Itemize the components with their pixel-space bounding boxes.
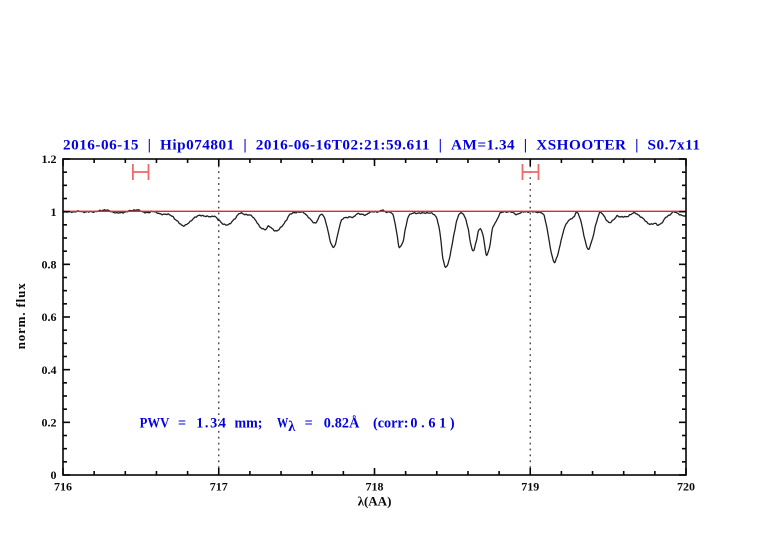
- svg-text:W: W: [277, 416, 288, 432]
- svg-text:720: 720: [677, 480, 695, 494]
- svg-text:0.82Å: 0.82Å: [324, 416, 360, 432]
- svg-text:1.2: 1.2: [42, 152, 57, 166]
- svg-text:718: 718: [366, 480, 384, 494]
- svg-text:0.4: 0.4: [42, 363, 57, 377]
- svg-text:0.2: 0.2: [42, 416, 57, 430]
- svg-text:mm;: mm;: [235, 416, 263, 432]
- svg-text:1.34: 1.34: [196, 416, 226, 432]
- svg-text:0.6: 0.6: [42, 310, 57, 324]
- svg-text:0: 0: [51, 468, 57, 482]
- svg-text:0.61): 0.61): [410, 416, 454, 432]
- svg-text:0.8: 0.8: [42, 258, 57, 272]
- svg-text:(corr:: (corr:: [373, 416, 408, 432]
- svg-text:λ: λ: [288, 419, 296, 435]
- svg-text:=: =: [178, 416, 186, 432]
- svg-text:717: 717: [210, 480, 228, 494]
- svg-text:norm. flux: norm. flux: [13, 283, 28, 350]
- svg-text:PWV: PWV: [140, 416, 170, 432]
- svg-text:λ(AA): λ(AA): [358, 494, 392, 509]
- svg-text:716: 716: [54, 480, 72, 494]
- svg-text:719: 719: [521, 480, 539, 494]
- svg-text:=: =: [305, 416, 313, 432]
- svg-text:2016-06-15 | Hip074801 | 2: 2016-06-15 | Hip074801 | 2016-06-16T02:2…: [63, 136, 700, 153]
- svg-text:1: 1: [51, 205, 57, 219]
